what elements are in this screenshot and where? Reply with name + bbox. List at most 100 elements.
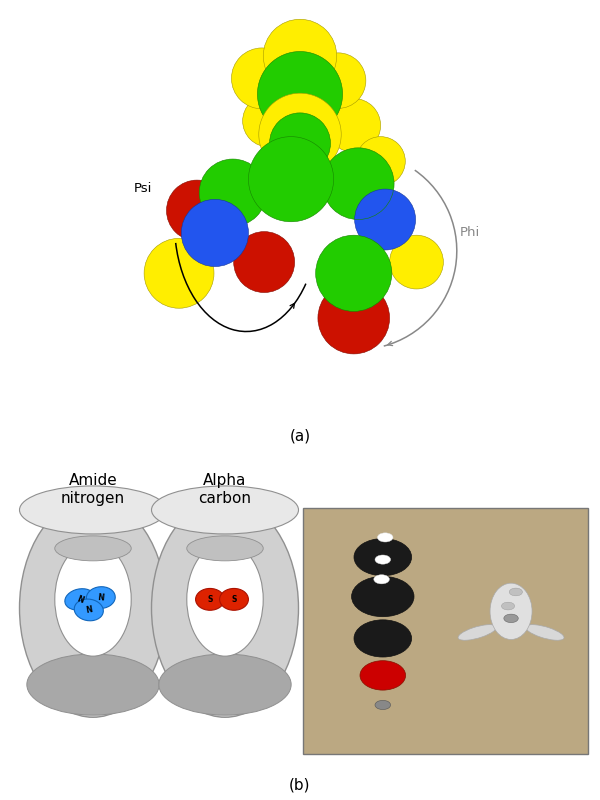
Circle shape <box>242 95 295 147</box>
Circle shape <box>284 127 311 154</box>
Circle shape <box>342 113 362 134</box>
Circle shape <box>281 115 314 147</box>
Circle shape <box>313 55 362 105</box>
Circle shape <box>331 73 343 86</box>
Circle shape <box>362 142 397 178</box>
Circle shape <box>334 77 340 83</box>
Circle shape <box>262 97 335 170</box>
Circle shape <box>181 199 248 266</box>
Circle shape <box>196 214 230 247</box>
Circle shape <box>267 119 270 122</box>
Ellipse shape <box>526 625 564 640</box>
Circle shape <box>327 98 380 152</box>
Circle shape <box>295 129 304 138</box>
Circle shape <box>375 210 392 226</box>
Circle shape <box>149 242 207 301</box>
Circle shape <box>284 118 311 146</box>
Circle shape <box>244 242 281 278</box>
Circle shape <box>214 174 248 207</box>
Circle shape <box>344 263 361 280</box>
Circle shape <box>310 53 366 109</box>
Text: Alpha
carbon: Alpha carbon <box>199 473 251 506</box>
Circle shape <box>367 200 400 234</box>
Circle shape <box>244 96 293 145</box>
Circle shape <box>328 292 376 339</box>
Ellipse shape <box>220 589 248 610</box>
Circle shape <box>356 137 405 186</box>
Text: (b): (b) <box>289 778 311 793</box>
Circle shape <box>185 198 205 218</box>
Circle shape <box>173 186 217 230</box>
Circle shape <box>146 240 212 306</box>
Circle shape <box>332 295 371 335</box>
Circle shape <box>357 191 412 246</box>
Circle shape <box>212 230 217 234</box>
Circle shape <box>321 285 385 349</box>
Circle shape <box>325 243 379 298</box>
Circle shape <box>269 113 331 174</box>
Circle shape <box>331 156 382 207</box>
Circle shape <box>208 226 220 237</box>
Circle shape <box>318 282 389 354</box>
Circle shape <box>328 247 375 294</box>
Circle shape <box>367 147 391 172</box>
Circle shape <box>286 80 310 103</box>
Circle shape <box>250 138 331 218</box>
Circle shape <box>202 162 262 222</box>
Circle shape <box>260 258 267 265</box>
Ellipse shape <box>352 577 414 617</box>
Circle shape <box>377 211 391 225</box>
Circle shape <box>207 166 256 215</box>
Circle shape <box>180 193 210 223</box>
Circle shape <box>281 37 314 70</box>
Circle shape <box>383 218 386 221</box>
Circle shape <box>265 58 331 125</box>
Circle shape <box>400 245 430 275</box>
Circle shape <box>169 182 223 237</box>
Circle shape <box>163 257 191 284</box>
Circle shape <box>280 35 316 72</box>
Circle shape <box>260 76 263 80</box>
Ellipse shape <box>354 538 412 576</box>
Circle shape <box>277 119 320 163</box>
Circle shape <box>292 86 305 99</box>
Circle shape <box>407 253 422 268</box>
Circle shape <box>401 246 428 274</box>
Circle shape <box>338 110 365 137</box>
Circle shape <box>220 179 242 202</box>
Ellipse shape <box>187 536 263 561</box>
Ellipse shape <box>86 586 115 609</box>
Circle shape <box>327 70 346 88</box>
Circle shape <box>264 98 333 167</box>
Circle shape <box>351 270 355 274</box>
Circle shape <box>238 54 283 98</box>
Circle shape <box>235 52 286 102</box>
Circle shape <box>328 100 379 150</box>
Circle shape <box>347 310 358 322</box>
Circle shape <box>232 48 292 109</box>
Circle shape <box>241 58 279 95</box>
Circle shape <box>332 75 342 84</box>
Circle shape <box>277 110 318 152</box>
Circle shape <box>294 137 304 147</box>
Ellipse shape <box>196 589 224 610</box>
Circle shape <box>278 121 319 162</box>
Circle shape <box>292 135 305 149</box>
Circle shape <box>298 54 302 58</box>
Circle shape <box>346 266 359 278</box>
Circle shape <box>275 109 320 154</box>
Circle shape <box>187 200 204 217</box>
Circle shape <box>172 186 220 233</box>
Circle shape <box>394 240 436 282</box>
Circle shape <box>509 588 523 596</box>
Circle shape <box>329 71 344 86</box>
Circle shape <box>327 152 387 212</box>
Circle shape <box>260 95 338 173</box>
Circle shape <box>286 121 310 143</box>
Circle shape <box>200 218 226 244</box>
Circle shape <box>290 46 307 62</box>
Circle shape <box>339 258 364 283</box>
Circle shape <box>275 118 322 166</box>
Circle shape <box>322 242 382 301</box>
Circle shape <box>272 115 326 170</box>
